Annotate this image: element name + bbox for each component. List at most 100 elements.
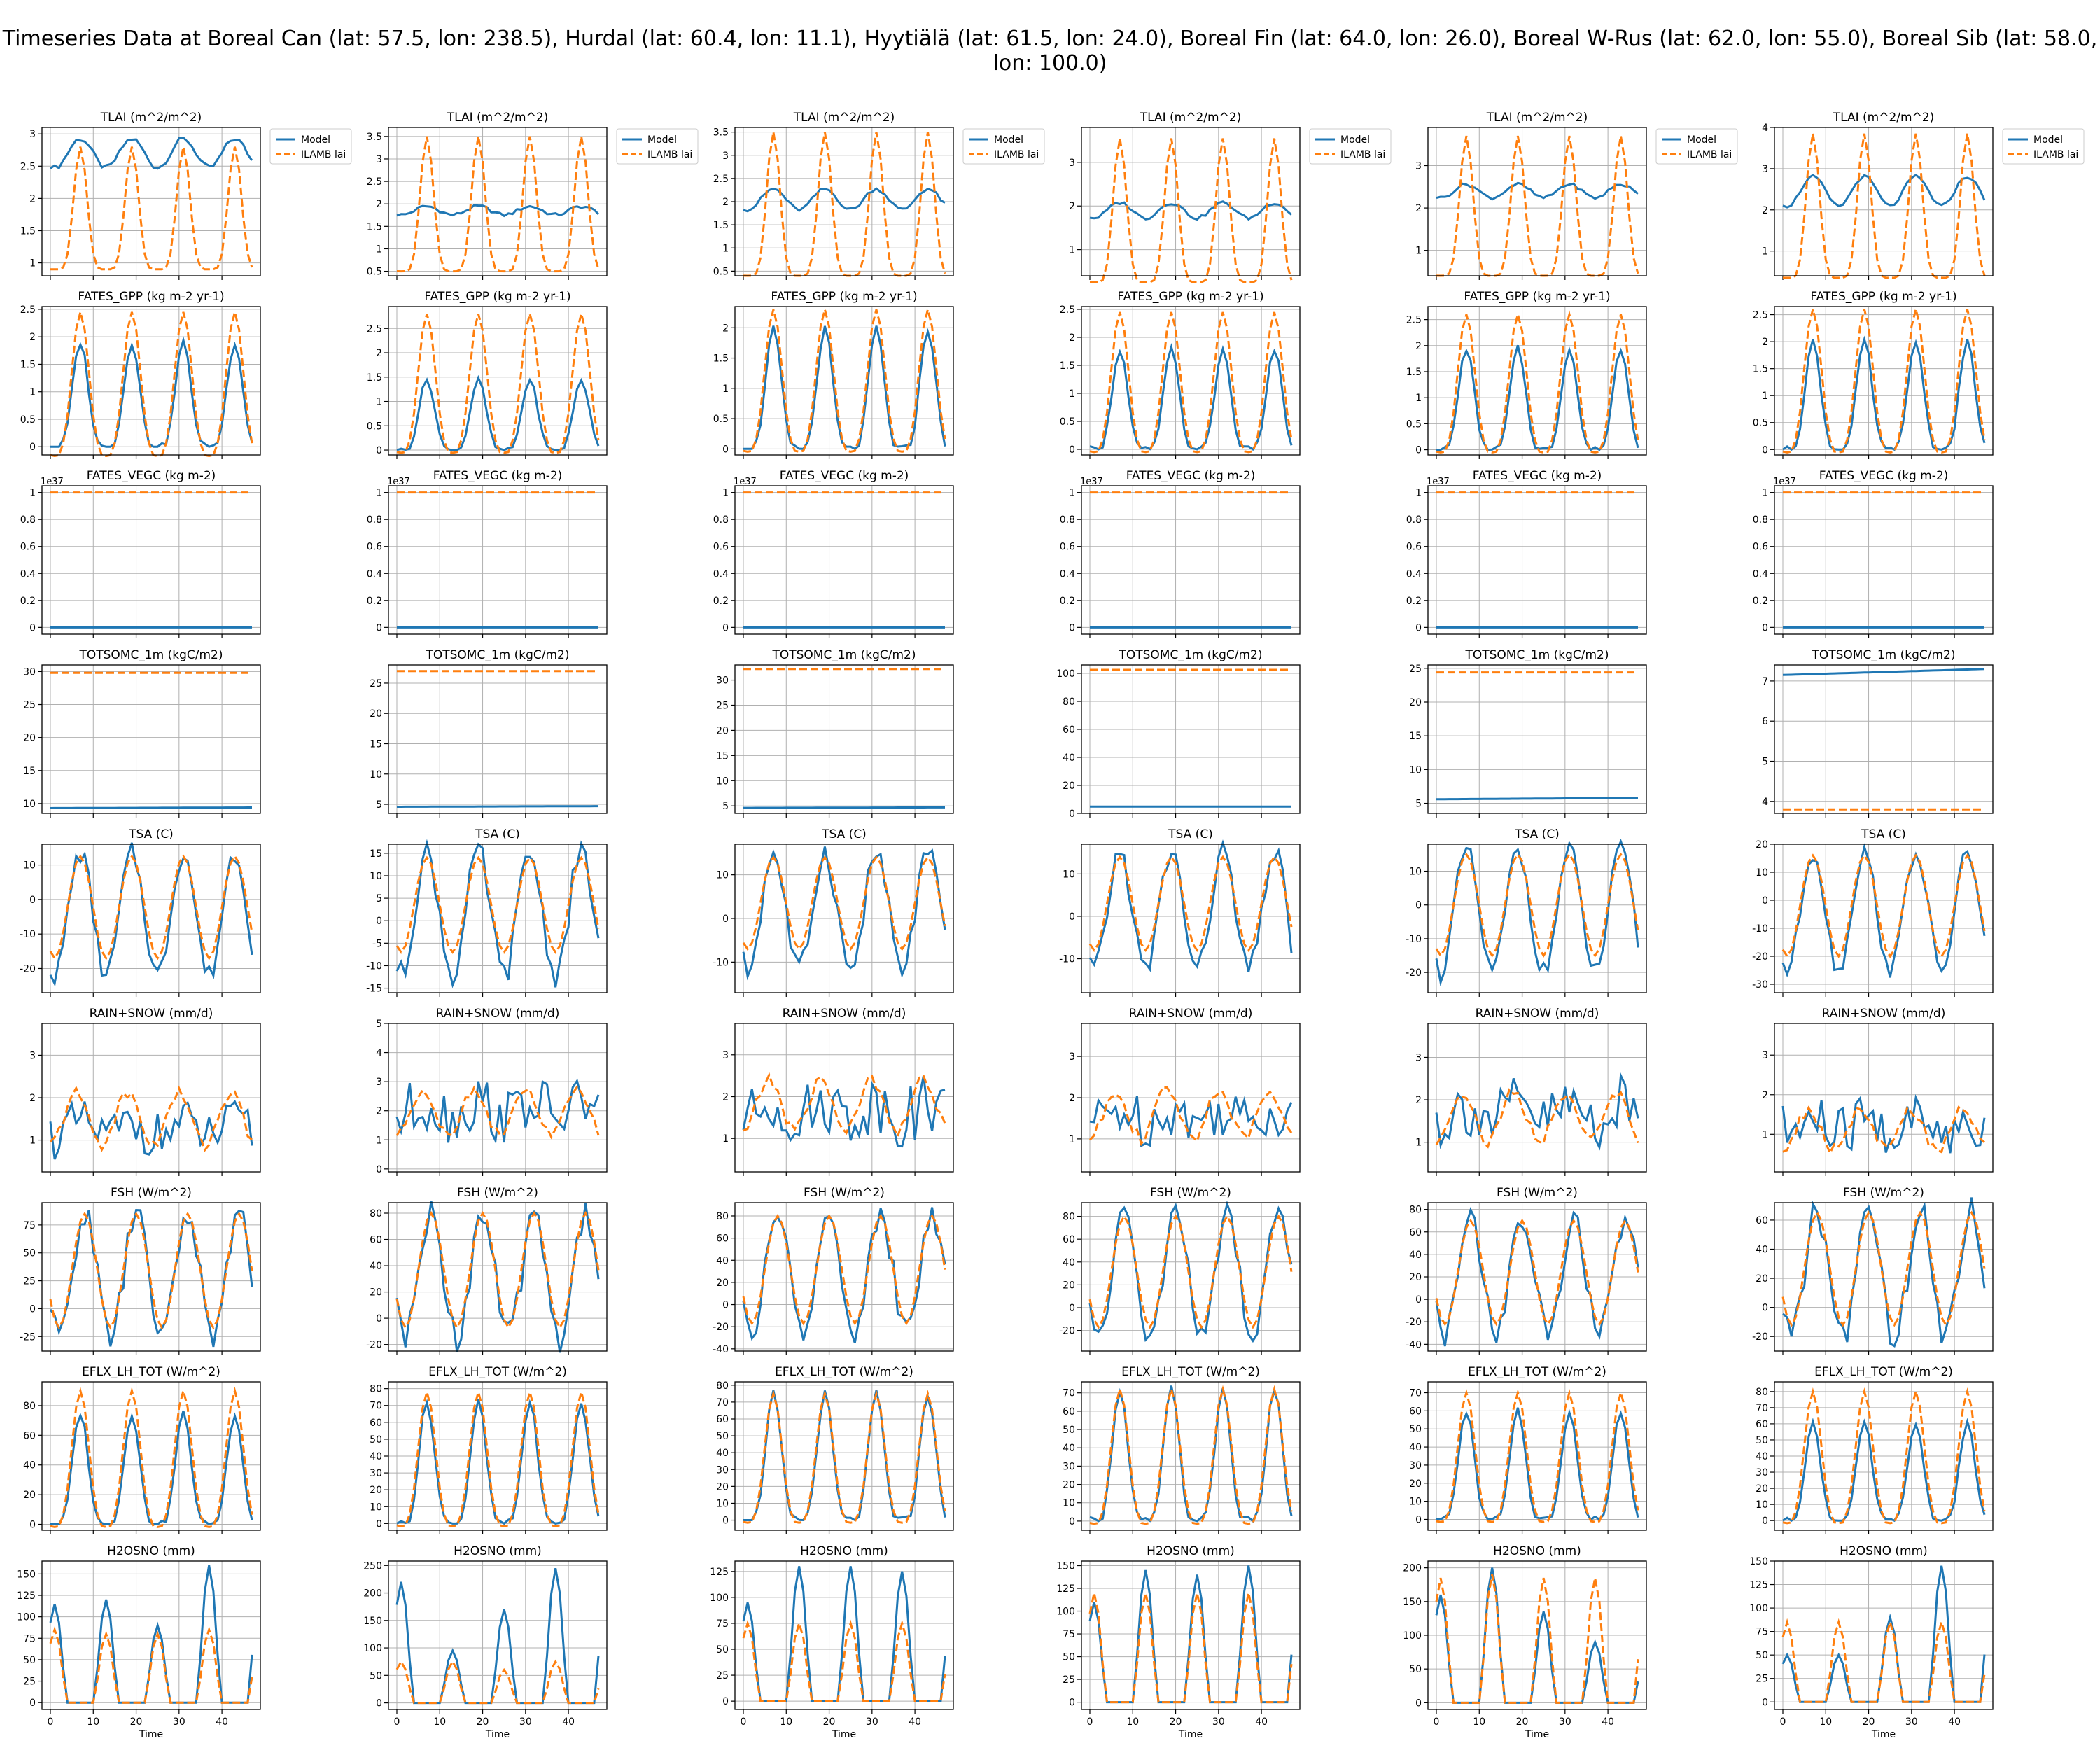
model-series-line [396,204,600,218]
ilamb-series-line [396,1085,600,1140]
axis-exponent: 1e37 [1080,477,1103,487]
subplot-title: RAIN+SNOW (mm/d) [1822,1007,1946,1021]
y-tick-label: 200 [363,1588,382,1600]
model-series-line [397,805,598,808]
ilamb-series-line [396,314,600,454]
x-tick-label: 40 [1602,1716,1614,1728]
y-tick-label: 1 [376,488,382,499]
subplot-title: FATES_GPP (kg m-2 yr-1) [1464,290,1610,304]
model-series-line [50,136,253,170]
y-tick-label: 4 [1762,797,1768,808]
y-tick-label: 1 [29,1135,36,1147]
y-tick-label: 10 [716,776,729,787]
y-tick-label: 60 [23,1430,36,1441]
y-tick-label: 40 [370,1451,382,1462]
y-tick-label: 1 [29,258,36,270]
legend-box [962,128,1045,164]
y-tick-label: 10 [1063,869,1075,880]
y-tick-label: 2 [1762,337,1768,348]
y-tick-label: 0.6 [713,542,729,553]
y-tick-label: 1.5 [1753,364,1768,375]
subplot-title: TSA (C) [1514,827,1560,841]
y-tick-label: 60 [1063,1406,1075,1418]
axes-frame [734,1381,954,1531]
y-tick-label: 0.6 [1060,542,1075,553]
y-tick-label: 0 [1069,1516,1075,1527]
ilamb-series-line [50,312,253,458]
y-tick-label: 1.5 [713,220,729,231]
y-tick-label: 40 [1409,1442,1422,1453]
y-tick-label: 15 [23,766,36,777]
legend-model-label: Model [648,134,677,146]
y-tick-label: 20 [1063,1280,1075,1291]
y-tick-label: 0.4 [1060,568,1075,580]
axes-frame [388,844,608,993]
x-tick-label: 0 [394,1716,400,1728]
y-tick-label: 0 [1415,1294,1422,1306]
legend-obs-label: ILAMB lai [301,149,346,160]
y-tick-label: -10 [1059,954,1075,965]
ilamb-series-line [1436,135,1639,277]
y-tick-label: 3 [376,1077,382,1088]
y-tick-label: 3.5 [367,132,382,143]
ilamb-series-line [1088,1214,1293,1329]
axes-frame [41,485,261,635]
y-tick-label: 3 [29,129,36,140]
y-tick-label: 5 [376,799,382,811]
y-tick-label: 40 [1063,1443,1075,1454]
y-tick-label: 0 [1415,1514,1422,1525]
axes-frame [1081,306,1301,456]
legend-model-label: Model [1687,134,1716,146]
y-tick-label: 100 [1403,1630,1422,1642]
y-tick-label: 1 [1415,246,1422,257]
model-series-line [1436,797,1639,801]
y-tick-label: 2 [376,1106,382,1117]
ilamb-series-line [1088,1592,1293,1704]
y-tick-label: 50 [1756,1650,1768,1661]
y-tick-label: 2 [722,323,729,334]
axes-frame [1427,127,1647,276]
ilamb-series-line [1435,1218,1639,1326]
subplot-title: EFLX_LH_TOT (W/m^2) [1468,1365,1606,1379]
y-tick-label: 2 [1762,205,1768,216]
subplot-title: TSA (C) [475,827,520,841]
y-tick-label: 125 [17,1590,36,1602]
subplot-title: FATES_GPP (kg m-2 yr-1) [78,290,224,304]
model-series-line [49,842,253,987]
y-tick-label: -10 [713,957,729,968]
subplot-title: FSH (W/m^2) [1843,1186,1924,1200]
y-tick-label: 20 [23,1490,36,1501]
y-tick-label: 2 [1069,201,1075,212]
ilamb-series-line [49,854,253,960]
y-tick-label: 3 [1069,158,1075,169]
y-tick-label: 50 [716,1644,729,1656]
y-tick-label: 30 [1756,1467,1768,1478]
y-tick-label: 0 [1069,911,1075,923]
y-tick-label: 2 [722,1092,729,1103]
ilamb-series-line [1435,1574,1639,1704]
y-tick-label: -10 [1752,923,1768,934]
y-tick-label: 2.5 [1753,310,1768,321]
x-tick-label: 30 [519,1716,532,1728]
y-tick-label: 2.5 [367,176,382,188]
y-tick-label: 75 [716,1618,729,1630]
subplot-title: FATES_VEGC (kg m-2) [1126,469,1256,483]
axes-frame [388,1023,608,1172]
legend-model-label: Model [2033,134,2063,146]
y-tick-label: 1 [1069,245,1075,256]
ilamb-series-line [1436,1388,1639,1523]
axes-frame [1774,127,1994,276]
axes-frame [1774,844,1994,993]
ilamb-series-line [49,1625,253,1704]
y-tick-label: 60 [1756,1215,1768,1226]
subplot-title: TOTSOMC_1m (kgC/m2) [1811,648,1955,662]
axes-frame [388,1560,608,1710]
y-tick-label: 125 [710,1567,729,1578]
subplot-title: FATES_GPP (kg m-2 yr-1) [1810,290,1956,304]
y-tick-label: 2 [29,1093,36,1104]
y-tick-label: -25 [20,1331,36,1343]
axes-frame [1774,1023,1994,1172]
y-tick-label: 70 [1756,1403,1768,1414]
y-tick-label: 0 [376,1313,382,1324]
model-series-line [49,1209,253,1348]
